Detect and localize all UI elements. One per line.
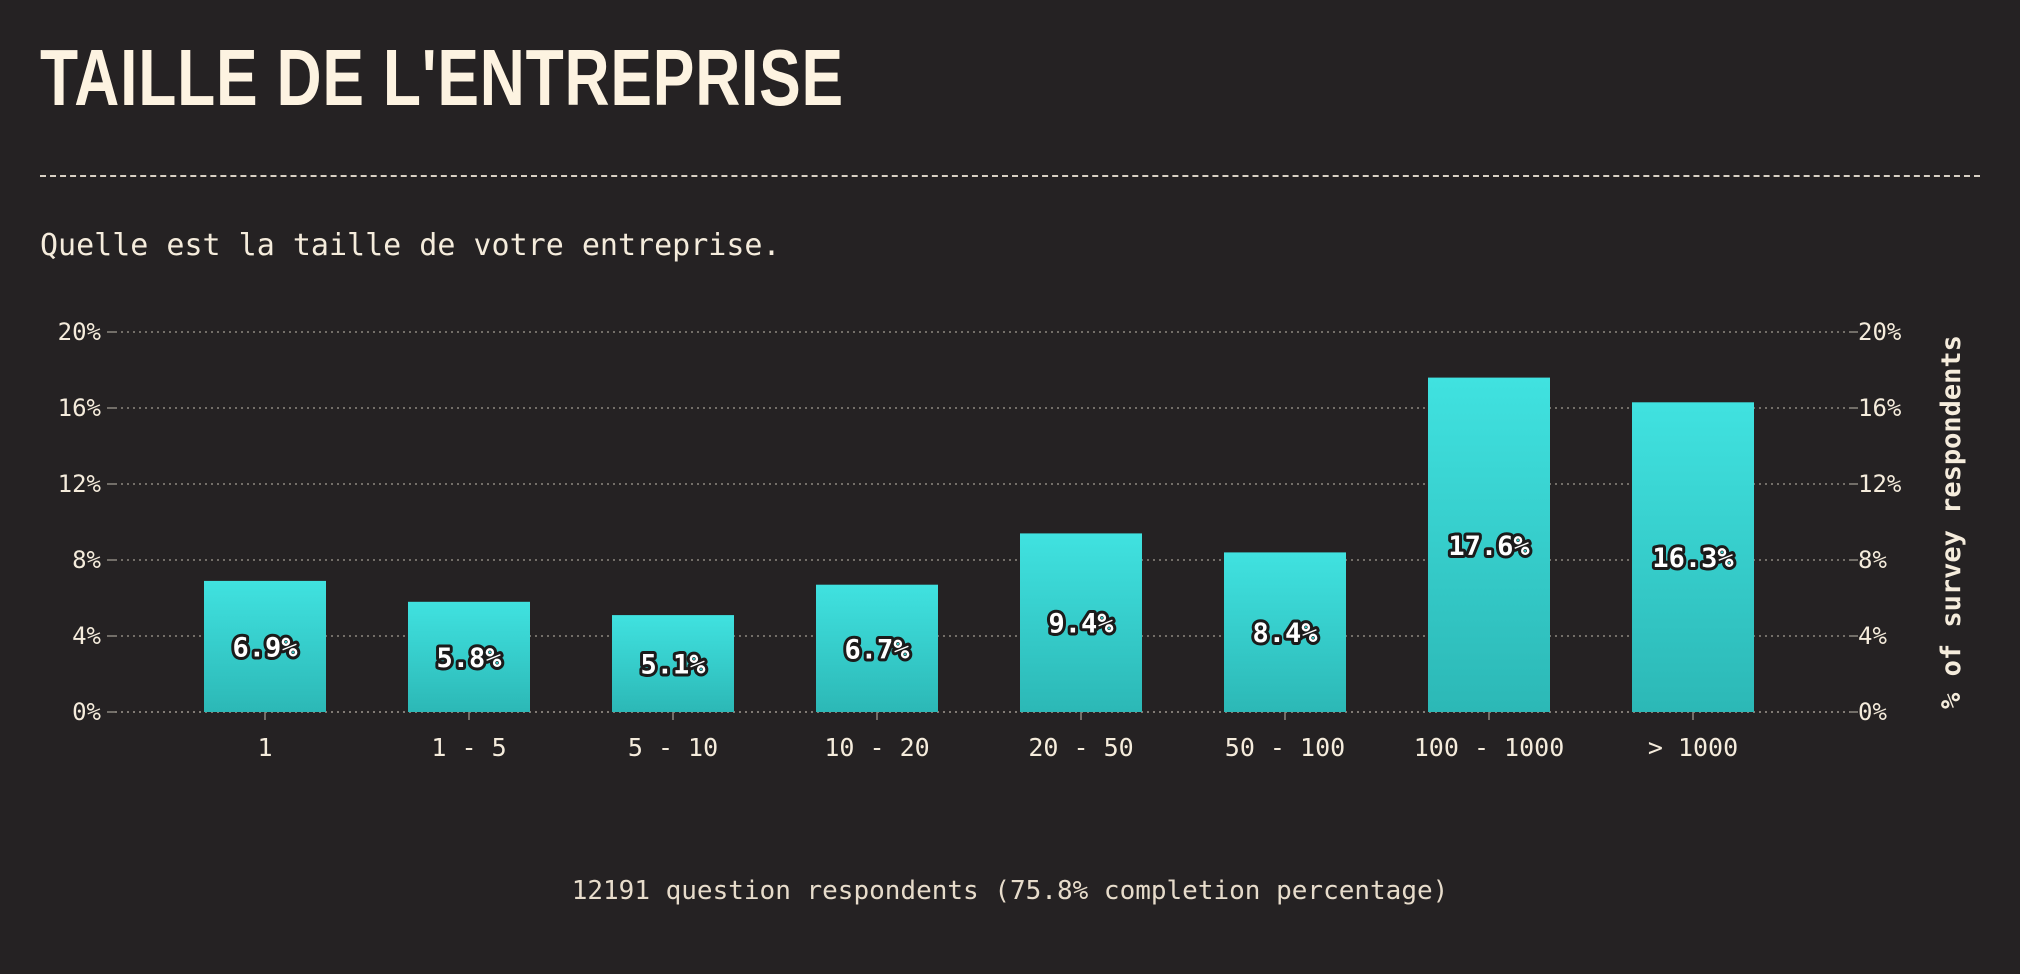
title-divider — [40, 175, 1980, 177]
y-tick-label-right: 8% — [1858, 546, 1887, 574]
y-tick-label-right: 16% — [1858, 394, 1902, 422]
gridlines — [115, 331, 1850, 713]
page-title: TAILLE DE L'ENTREPRISE — [40, 33, 844, 122]
data-label: 17.6% — [1448, 531, 1530, 562]
y-tick-label-left: 12% — [58, 470, 102, 498]
x-tick-label: 1 - 5 — [431, 733, 506, 762]
data-label: 5.1% — [640, 650, 706, 681]
x-tick-label: 20 - 50 — [1028, 733, 1133, 762]
y-tick-label-right: 12% — [1858, 470, 1902, 498]
data-label: 9.4% — [1048, 609, 1114, 640]
y-tick-label-right: 20% — [1858, 318, 1902, 346]
y-tick-label-left: 16% — [58, 394, 102, 422]
respondents-note: 12191 question respondents (75.8% comple… — [571, 876, 1449, 906]
y-tick-label-left: 8% — [72, 546, 101, 574]
y-tick-label-left: 4% — [72, 622, 101, 650]
bar — [1224, 552, 1346, 712]
y-tick-label-right: 0% — [1858, 698, 1887, 726]
bar — [1632, 402, 1754, 712]
x-tick-label: 50 - 100 — [1225, 733, 1345, 762]
data-label: 5.8% — [436, 643, 502, 674]
y-tick-label-left: 20% — [58, 318, 102, 346]
bars — [204, 377, 1754, 712]
bar — [204, 580, 326, 712]
data-label: 6.7% — [844, 634, 910, 665]
bar — [1020, 533, 1142, 712]
x-tick-label: > 1000 — [1648, 733, 1738, 762]
x-tick-label: 10 - 20 — [824, 733, 929, 762]
bar — [1428, 377, 1550, 712]
data-label: 6.9% — [232, 632, 298, 663]
bar — [408, 601, 530, 712]
data-label: 8.4% — [1252, 618, 1318, 649]
data-labels: 6.9% 5.8% 5.1% 6.7% 9.4% 8.4% 17.6% 16.3% — [229, 528, 1737, 684]
x-tick-label: 100 - 1000 — [1414, 733, 1565, 762]
x-tick-label: 5 - 10 — [628, 733, 718, 762]
y-tick-label-right: 4% — [1858, 622, 1887, 650]
y-tick-label-left: 0% — [72, 698, 101, 726]
bar — [816, 584, 938, 712]
axes: 0% 0% 4% 4% 8% 8% 12% 12% 16% 16% 20% 20% 1 1 - 5 5 - … — [58, 318, 1967, 762]
x-tick-label: 1 — [257, 733, 272, 762]
data-label: 16.3% — [1652, 543, 1734, 574]
bar — [612, 615, 734, 712]
y-axis-title: % of survey respondents — [1936, 335, 1967, 709]
question-text: Quelle est la taille de votre entreprise… — [40, 228, 781, 263]
